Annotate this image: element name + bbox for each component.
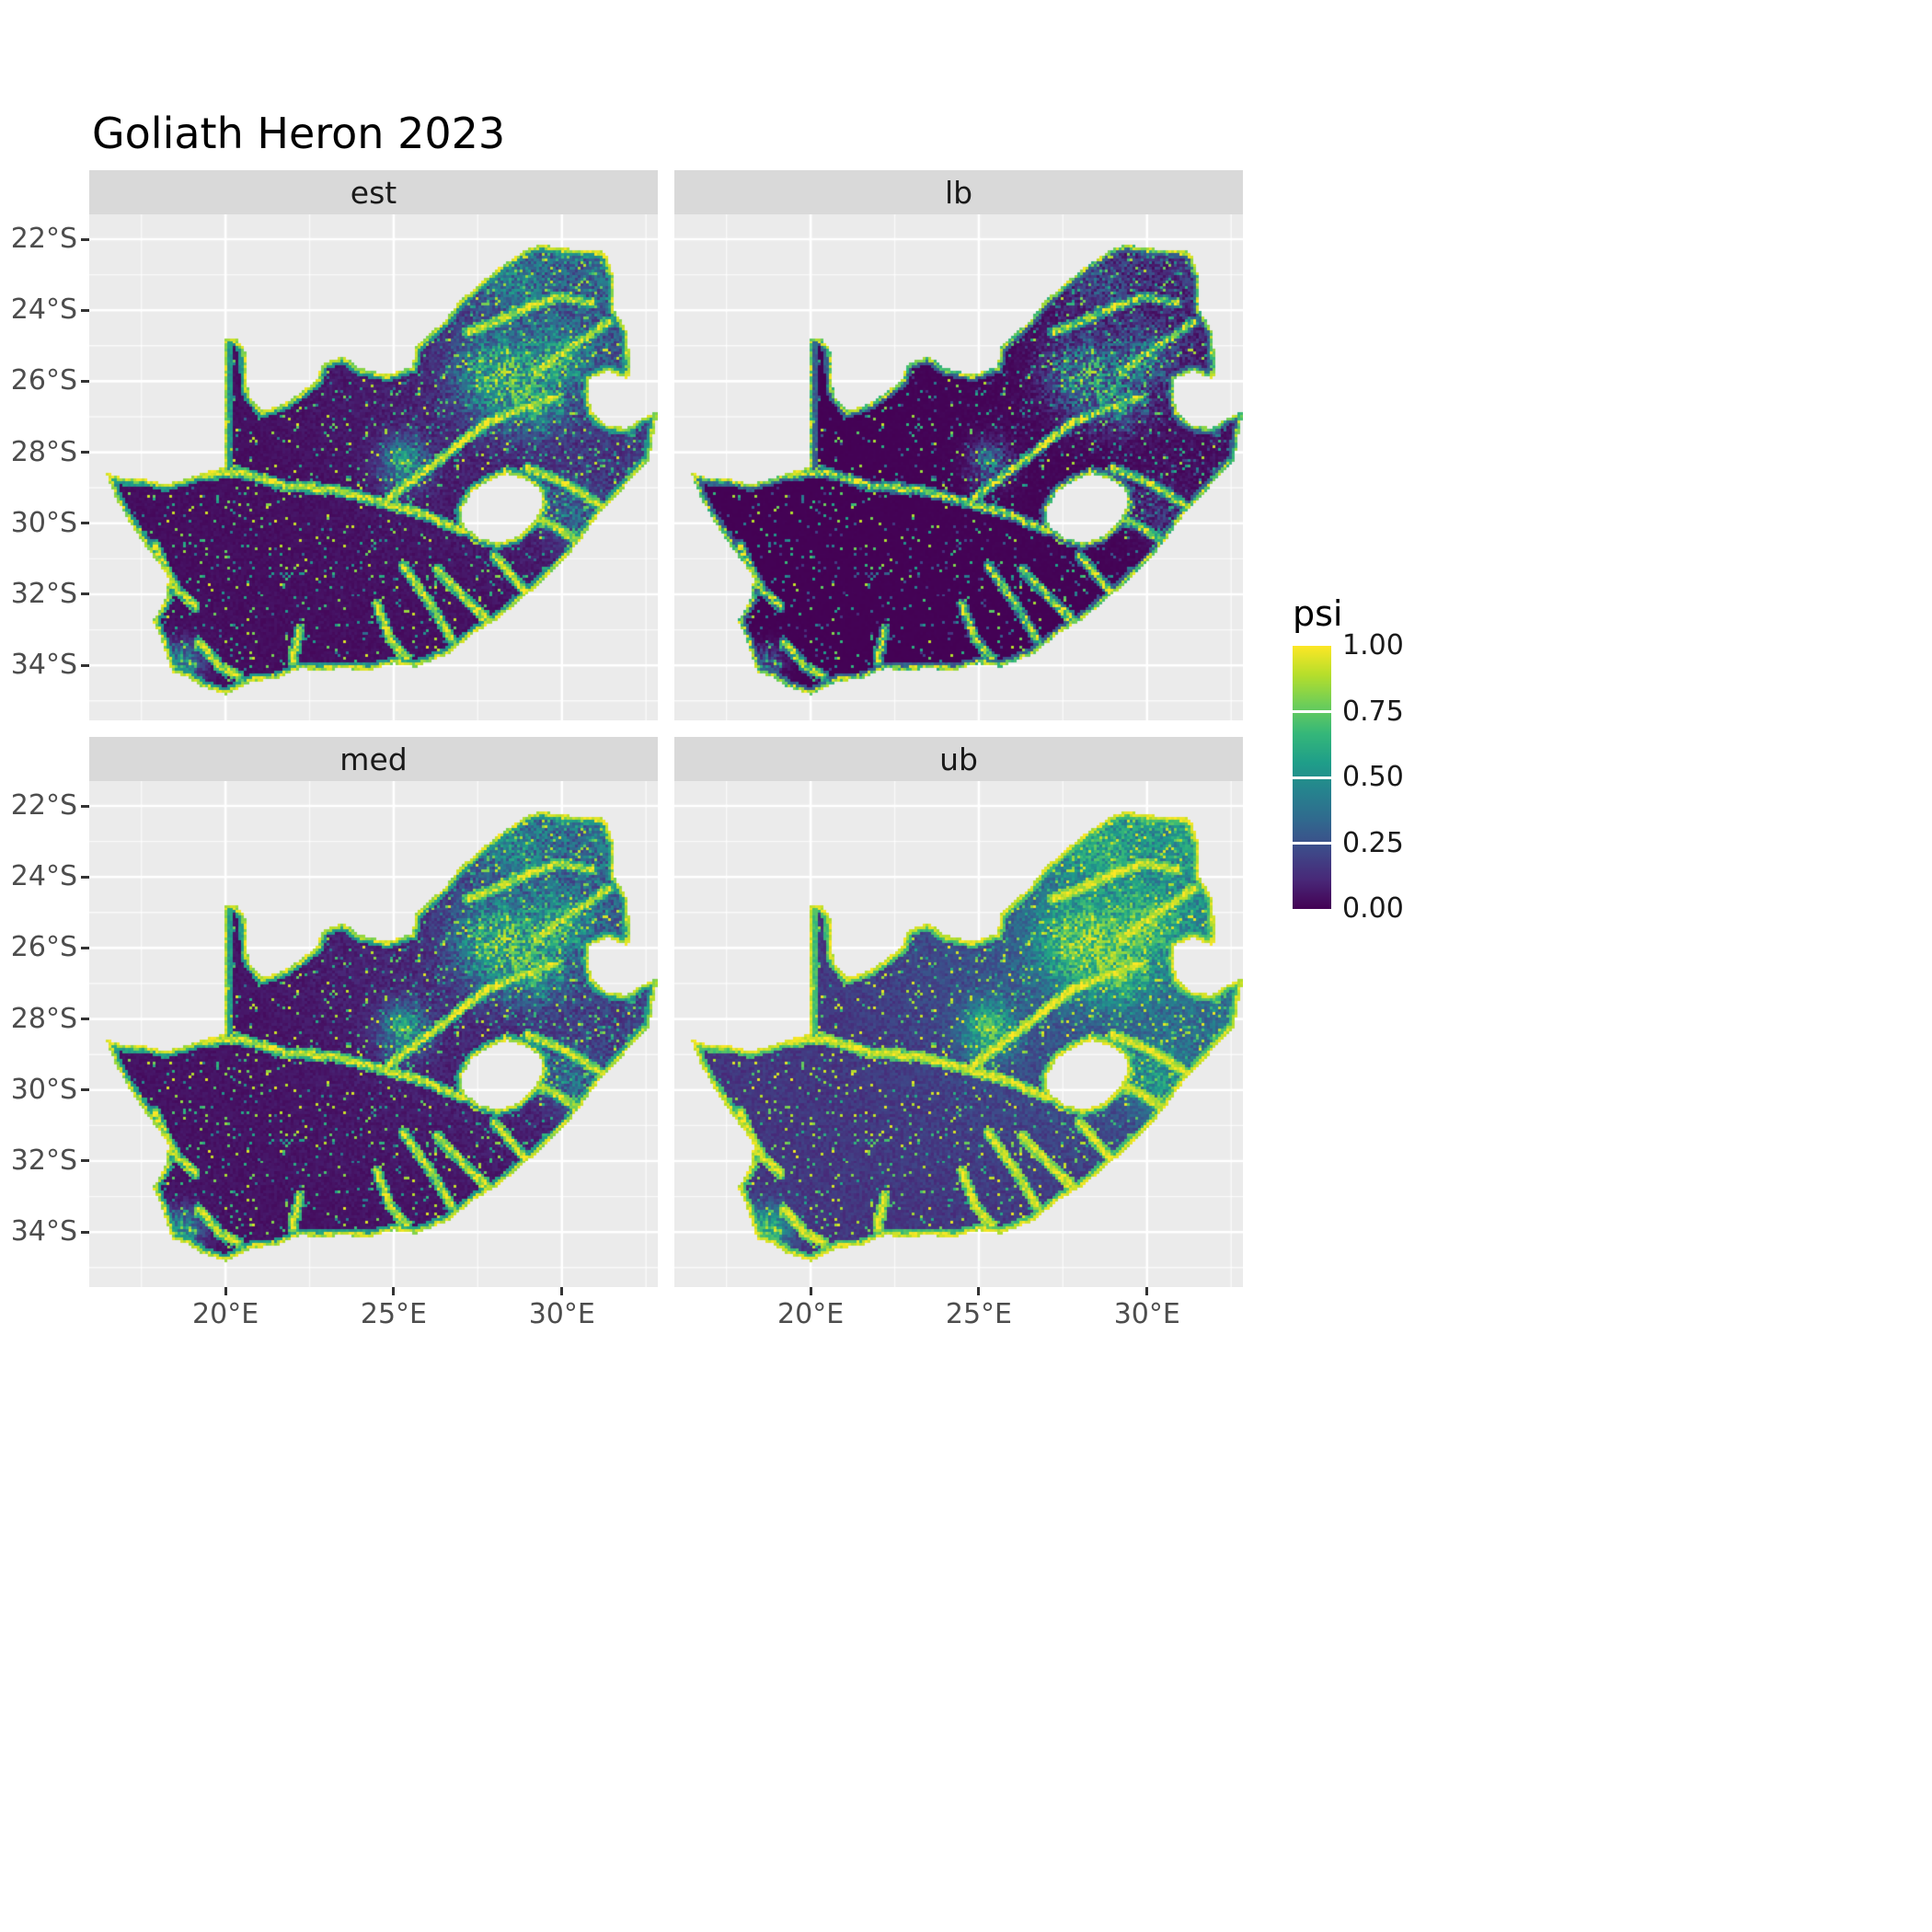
y-axis-tick-label: 34°S: [10, 649, 77, 682]
map-panel-lb: [674, 214, 1243, 720]
y-axis-tick-label: 28°S: [10, 435, 77, 468]
y-axis-tick-mark: [81, 451, 89, 454]
y-axis-tick-label: 30°S: [10, 1073, 77, 1106]
map-panel-ub: [674, 781, 1243, 1287]
legend-tick-mark: [1293, 842, 1331, 845]
y-axis-tick-label: 32°S: [10, 1144, 77, 1177]
y-axis-tick-mark: [81, 1159, 89, 1163]
facet-strip-med: med: [89, 737, 658, 781]
y-axis-tick-label: 22°S: [10, 223, 77, 256]
facet-label-est: est: [350, 174, 397, 211]
legend-tick-label: 0.25: [1342, 826, 1404, 859]
facet-strip-est: est: [89, 170, 658, 214]
legend-tick-mark: [1293, 710, 1331, 713]
y-axis-tick-mark: [81, 663, 89, 667]
x-axis-tick-mark: [809, 1287, 812, 1295]
legend-tick-label: 0.75: [1342, 695, 1404, 728]
x-axis-tick-label: 30°E: [528, 1298, 595, 1330]
y-axis-tick-label: 26°S: [10, 364, 77, 397]
x-axis-tick-label: 30°E: [1113, 1298, 1180, 1330]
y-axis-tick-mark: [81, 875, 89, 879]
y-axis-tick-mark: [81, 946, 89, 949]
facet-label-ub: ub: [939, 741, 978, 777]
y-axis-tick-label: 24°S: [10, 293, 77, 327]
y-axis-tick-mark: [81, 1018, 89, 1021]
legend-tick-label: 1.00: [1342, 629, 1404, 661]
y-axis-tick-label: 34°S: [10, 1215, 77, 1248]
x-axis-tick-mark: [392, 1287, 396, 1295]
x-axis-tick-label: 25°E: [945, 1298, 1012, 1330]
x-axis-tick-mark: [560, 1287, 564, 1295]
legend-tick-label: 0.50: [1342, 761, 1404, 793]
plot-title: Goliath Heron 2023: [92, 109, 506, 158]
y-axis-tick-mark: [81, 1088, 89, 1092]
y-axis-tick-mark: [81, 308, 89, 312]
y-axis-tick-label: 22°S: [10, 789, 77, 822]
y-axis-tick-label: 28°S: [10, 1002, 77, 1035]
facet-strip-ub: ub: [674, 737, 1243, 781]
x-axis-tick-mark: [1145, 1287, 1149, 1295]
x-axis-tick-mark: [977, 1287, 981, 1295]
x-axis-tick-label: 25°E: [360, 1298, 427, 1330]
y-axis-tick-mark: [81, 522, 89, 525]
y-axis-tick-label: 32°S: [10, 577, 77, 610]
facet-label-lb: lb: [944, 174, 973, 211]
x-axis-tick-label: 20°E: [192, 1298, 259, 1330]
y-axis-tick-label: 30°S: [10, 506, 77, 539]
legend-title: psi: [1293, 593, 1343, 634]
facet-strip-lb: lb: [674, 170, 1243, 214]
y-axis-tick-label: 24°S: [10, 860, 77, 893]
y-axis-tick-label: 26°S: [10, 931, 77, 964]
y-axis-tick-mark: [81, 1230, 89, 1234]
x-axis-tick-label: 20°E: [777, 1298, 845, 1330]
map-panel-med: [89, 781, 658, 1287]
y-axis-tick-mark: [81, 804, 89, 808]
legend-tick-label: 0.00: [1342, 892, 1404, 925]
facet-label-med: med: [339, 741, 408, 777]
y-axis-tick-mark: [81, 379, 89, 383]
map-panel-est: [89, 214, 658, 720]
y-axis-tick-mark: [81, 237, 89, 241]
y-axis-tick-mark: [81, 592, 89, 596]
legend-tick-mark: [1293, 776, 1331, 779]
x-axis-tick-mark: [224, 1287, 227, 1295]
